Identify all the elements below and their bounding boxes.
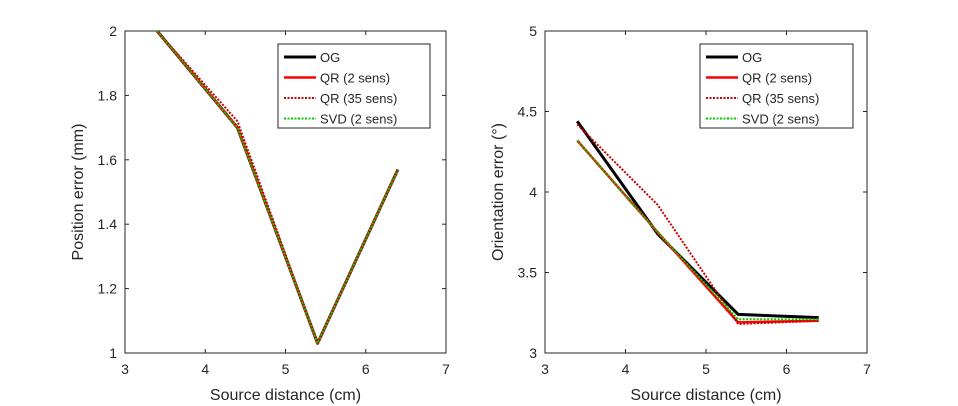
legend-entry: OG [320,50,340,65]
y-tick-label: 1.6 [98,152,118,168]
y-axis-label: Position error (mm) [70,124,87,261]
y-tick-label: 1.2 [98,281,118,297]
legend-entry: QR (35 sens) [320,91,397,106]
x-tick-label: 5 [282,361,290,377]
orientation-error-plot: 3 4 5 6 7 3 3.5 4 4.5 5 Source distance (cm) Orient… [490,23,871,404]
x-tick-label: 6 [362,361,370,377]
series-line-qr-35-sens [156,30,399,345]
series-line-qr-35-sens [576,123,819,325]
legend-entry: QR (2 sens) [320,71,390,86]
y-tick-label: 3 [529,345,537,361]
y-tick-label: 4.5 [518,104,538,120]
y-tick-label: 1 [109,345,117,361]
x-tick-label: 6 [783,361,791,377]
y-tick-label: 3.5 [518,265,538,281]
x-tick-label: 3 [121,361,129,377]
legend-entry: QR (2 sens) [742,71,812,86]
legend-entry: OG [742,50,762,65]
series-line-og [575,120,819,320]
y-tick-label: 1.4 [98,216,118,232]
x-axis-label: Source distance (cm) [210,387,361,404]
position-error-plot: 3 4 5 6 7 1 1.2 1.4 1.6 1.8 2 Source distance (cm) P… [70,23,450,404]
y-axis-label: Orientation error (°) [490,123,507,261]
x-tick-label: 7 [442,361,450,377]
y-tick-label: 4 [529,184,537,200]
x-tick-label: 4 [622,361,630,377]
y-tick-label: 2 [109,23,117,39]
y-tick-label: 5 [529,23,537,39]
series-line-svd-2-sens [576,139,819,321]
x-axis-label: Source distance (cm) [630,387,781,404]
x-tick-label: 5 [702,361,710,377]
y-tick-label: 1.8 [98,87,118,103]
x-tick-label: 3 [541,361,549,377]
legend-entry: QR (35 sens) [742,91,819,106]
x-tick-label: 4 [201,361,209,377]
x-tick-label: 7 [863,361,871,377]
legend-entry: SVD (2 sens) [320,112,397,127]
legend-entry: SVD (2 sens) [742,112,819,127]
